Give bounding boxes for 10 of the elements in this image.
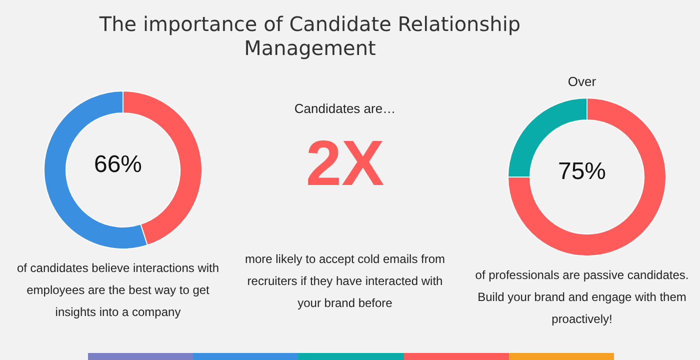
donut-slice (508, 98, 666, 256)
text: of candidates believe interactions with employees are the best way to get insights into a company (16, 260, 220, 321)
text: Over (566, 74, 598, 89)
text: more likely to accept cold emails from recruiters if they have interacted with your brand before (244, 251, 446, 312)
text: of professionals are passive candidates. Build your brand and engage with them proactively! (474, 267, 690, 328)
text: 75% (556, 158, 608, 186)
text: 2X (304, 127, 386, 199)
text: Candidates are… (293, 100, 397, 118)
text: The importance of Candidate Relationship Management (98, 12, 522, 60)
text: 66% (92, 151, 144, 179)
